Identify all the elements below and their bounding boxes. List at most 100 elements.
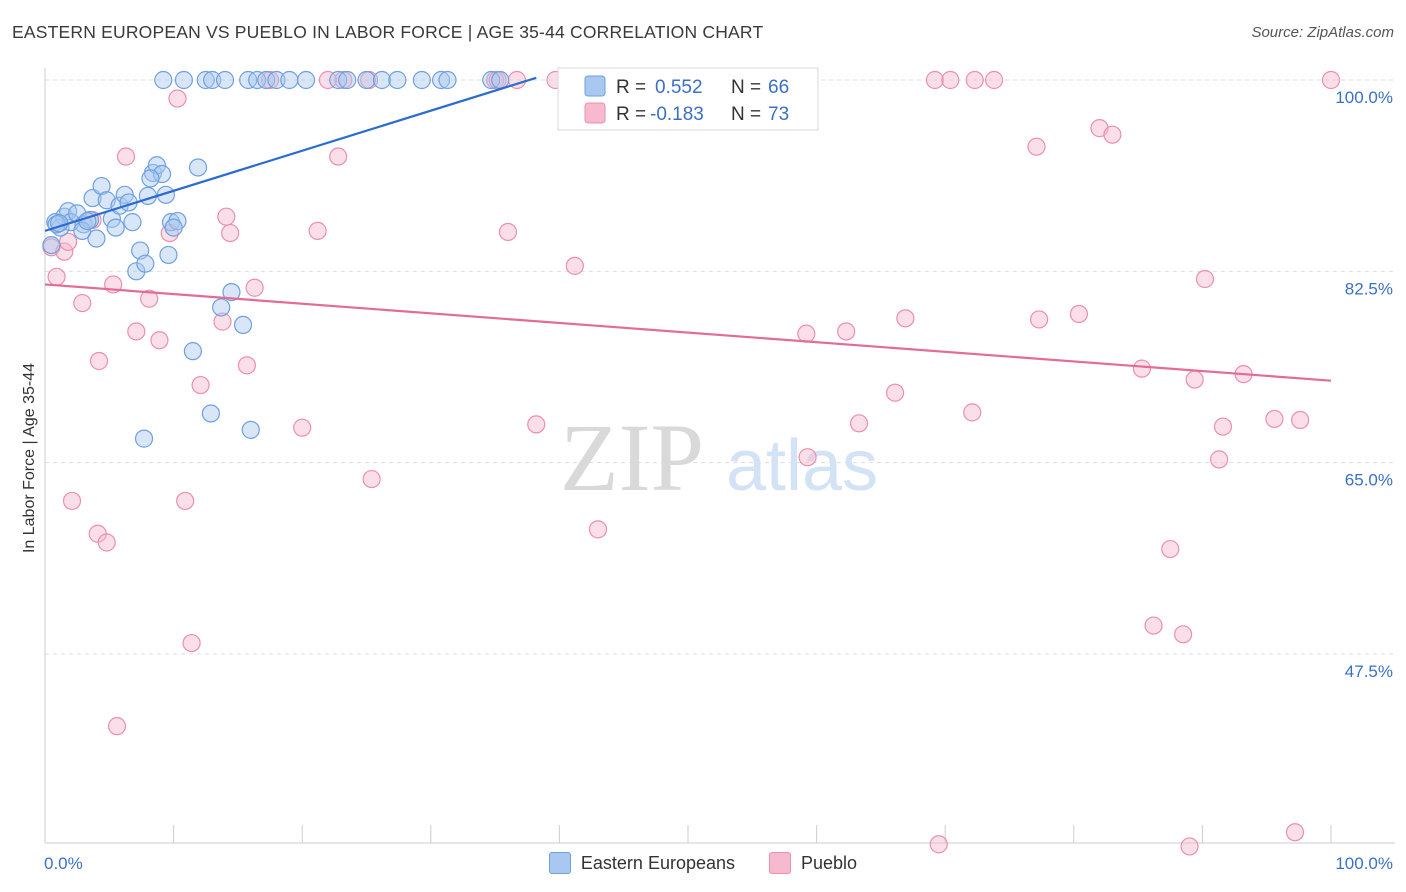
pueblo-point-1	[47, 267, 66, 286]
pueblo-point-47	[849, 414, 869, 433]
pueblo-point-4	[62, 491, 82, 511]
pueblo-point-22	[217, 207, 236, 226]
trend-lines	[44, 76, 1332, 382]
pueblo-point-33	[260, 70, 280, 90]
eastern-european-point-61	[164, 218, 183, 237]
legend-n-value-2: 73	[768, 104, 789, 125]
bottom-legend-swatch-blue	[548, 852, 571, 874]
watermark-zip: ZIP	[560, 404, 704, 511]
bottom-legend-swatch-pink	[769, 852, 792, 874]
x-tick-label-1: 100.0%	[1335, 854, 1393, 873]
pueblo-point-65	[1180, 837, 1199, 856]
pueblo-point-50	[925, 70, 945, 90]
pueblo-point-12	[116, 147, 136, 166]
bottom-legend-label-1: Eastern Europeans	[580, 852, 736, 873]
eastern-european-point-28	[188, 158, 208, 177]
legend-r-value-2: -0.183	[650, 104, 704, 125]
pueblo-point-40	[565, 256, 584, 275]
chart-title: EASTERN EUROPEAN VS PUEBLO IN LABOR FORC…	[12, 22, 764, 42]
eastern-european-point-30	[212, 298, 231, 317]
legend-r-label-1: R =	[616, 77, 646, 98]
pueblo-point-64	[1174, 625, 1193, 644]
pueblo-point-68	[1210, 450, 1229, 469]
pueblo-point-9	[97, 533, 116, 552]
pueblo-point-46	[837, 322, 856, 341]
eastern-european-point-38	[215, 70, 235, 90]
watermark-atlas: atlas	[726, 426, 878, 506]
eastern-european-point-48	[372, 70, 392, 90]
pueblo-point-60	[1103, 125, 1122, 144]
y-axis-label: In Labor Force | Age 35-44	[21, 363, 38, 553]
legend: R = 0.552 N = 66 R = -0.183 N = 73	[557, 67, 819, 131]
eastern-european-point-42	[267, 70, 286, 90]
pueblo-point-21	[213, 312, 232, 331]
eastern-european-point-19	[136, 254, 155, 273]
legend-n-value-1: 66	[768, 77, 789, 98]
eastern-european-point-49	[388, 70, 407, 90]
pueblo-point-61	[1132, 359, 1152, 378]
eastern-european-point-32	[233, 315, 253, 335]
watermark: ZIP atlas	[560, 404, 878, 511]
pueblo-point-30	[362, 469, 381, 489]
legend-r-value-1: 0.552	[655, 77, 703, 98]
eastern-european-point-44	[296, 70, 316, 90]
pueblo-point-32	[318, 70, 338, 90]
y-tick-labels: 47.5% 65.0% 82.5% 100.0%	[1335, 88, 1393, 681]
pueblo-point-13	[127, 322, 146, 341]
eastern-european-point-11	[92, 176, 111, 196]
pueblo-point-20	[191, 375, 210, 395]
source-label: Source: ZipAtlas.com	[1251, 24, 1394, 41]
bottom-legend-pueblo: Pueblo	[769, 852, 857, 874]
pueblo-point-44	[797, 324, 816, 343]
axes	[44, 68, 1395, 844]
eastern-european-point-51	[431, 70, 451, 90]
pueblo-point-69	[1213, 417, 1233, 436]
y-tick-label-2: 82.5%	[1345, 279, 1393, 298]
eastern-european-point-29	[201, 404, 220, 423]
pueblo-trend-line	[44, 283, 1332, 382]
eastern-european-point-35	[174, 70, 193, 90]
pueblo-point-51	[929, 835, 948, 854]
pueblo-point-19	[182, 633, 201, 653]
legend-n-label-1: N =	[731, 77, 761, 98]
eastern-european-point-60	[141, 169, 160, 188]
eastern-european-point-31	[222, 283, 241, 302]
eastern-european-point-25	[159, 245, 178, 265]
pueblo-point-14	[140, 289, 159, 308]
legend-n-label-2: N =	[731, 104, 761, 125]
pueblo-point-67	[1195, 269, 1215, 289]
pueblo-point-58	[1069, 304, 1089, 324]
eastern-european-point-34	[154, 70, 173, 90]
pueblo-point-48	[885, 383, 905, 402]
eastern-european-point-9	[83, 188, 102, 208]
eastern-european-point-47	[357, 70, 376, 90]
pueblo-point-38	[527, 415, 546, 434]
pueblo-point-57	[1029, 310, 1049, 329]
eastern-european-point-37	[203, 70, 222, 90]
eastern-european-point-46	[338, 70, 357, 90]
eastern-european-point-41	[257, 70, 276, 90]
pueblo-point-45	[798, 448, 817, 467]
eastern-european-point-50	[412, 70, 431, 90]
pueblo-point-17	[168, 89, 187, 108]
eastern-european-point-0	[42, 235, 61, 255]
legend-swatch-pink	[584, 102, 606, 124]
eastern-european-point-16	[123, 213, 142, 232]
pueblo-point-25	[245, 278, 264, 297]
legend-swatch-blue	[584, 75, 606, 97]
pueblo-point-24	[237, 356, 257, 375]
pueblo-point-63	[1161, 539, 1180, 559]
eastern-european-point-33	[241, 420, 260, 439]
eastern-european-point-62	[183, 342, 202, 361]
x-tick-labels: 0.0% 100.0%	[44, 854, 1393, 873]
pueblo-point-18	[176, 491, 195, 511]
pueblo-point-72	[1291, 410, 1310, 430]
eastern-european-points	[42, 70, 665, 448]
pueblo-point-55	[984, 70, 1004, 90]
bottom-legend-eastern-europeans: Eastern Europeans	[548, 852, 736, 874]
pueblo-point-41	[588, 520, 608, 539]
eastern-european-point-10	[87, 229, 106, 248]
eastern-european-point-63	[134, 429, 154, 448]
pueblo-point-27	[308, 221, 327, 240]
